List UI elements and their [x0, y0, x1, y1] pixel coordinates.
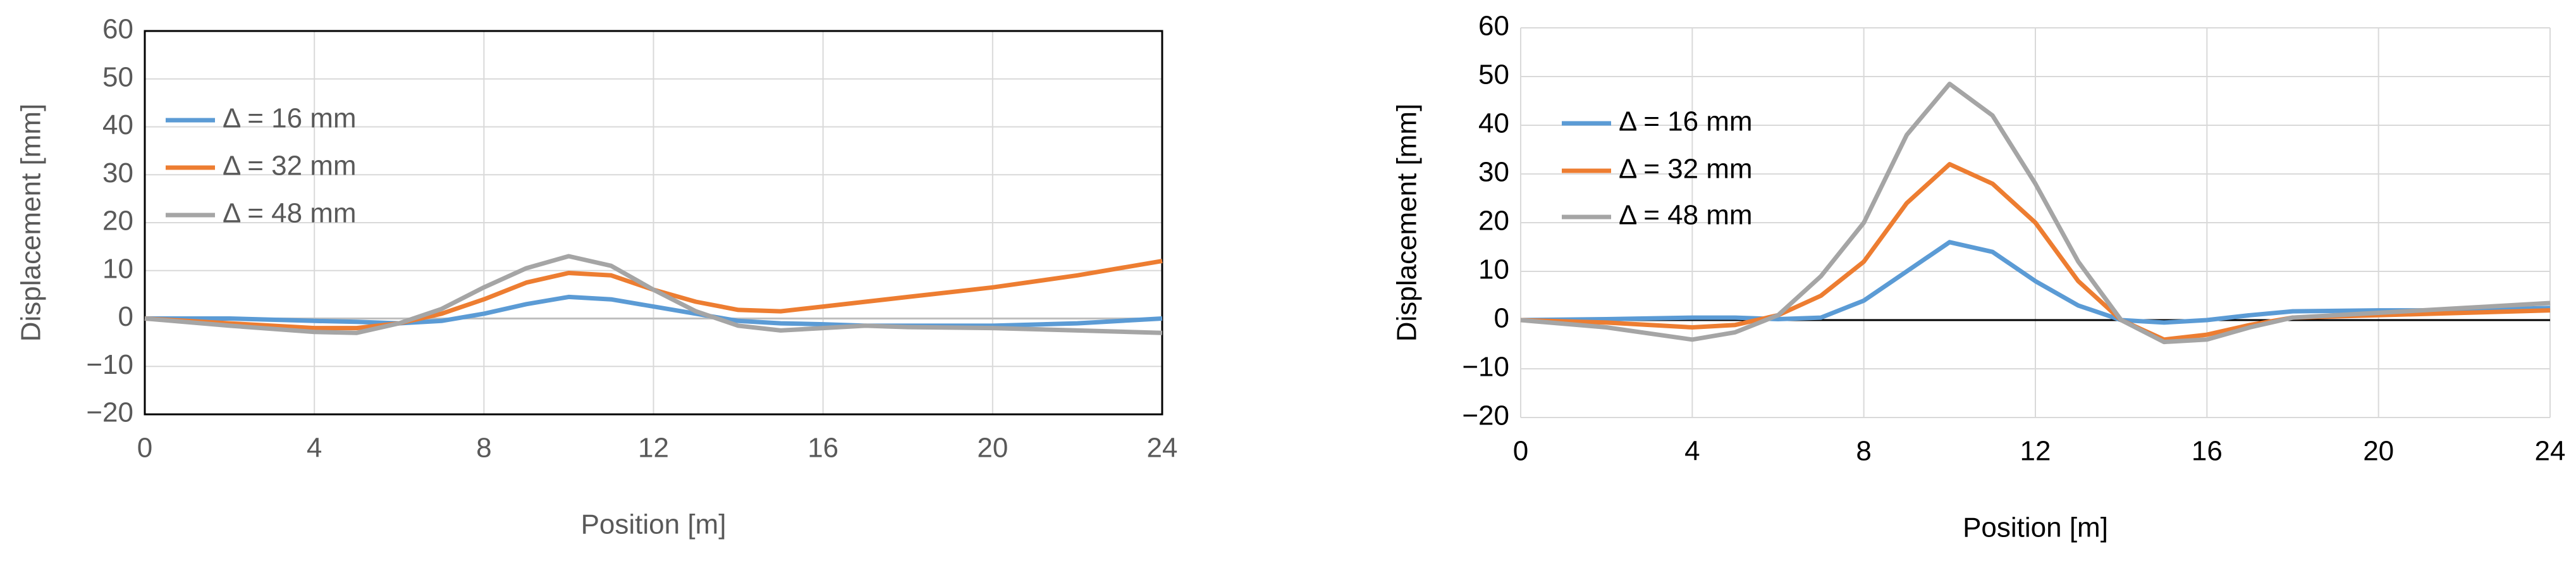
y-tick-label: 50 [1478, 59, 1509, 90]
y-tick-label: 60 [1478, 11, 1509, 42]
legend-label: Δ = 48 mm [223, 198, 357, 229]
x-tick-label: 24 [1147, 433, 1178, 464]
series-line [1520, 240, 2551, 325]
y-tick-label: 30 [102, 158, 133, 189]
x-tick-label: 0 [137, 433, 152, 464]
y-tick-label: −20 [86, 397, 133, 428]
x-tick-label: 24 [2535, 436, 2566, 467]
y-tick-label: 0 [118, 301, 133, 332]
x-tick-label: 4 [1684, 436, 1700, 467]
x-tick-label: 4 [307, 433, 322, 464]
y-axis-label: Displacement [mm] [1392, 104, 1423, 342]
legend-label: Δ = 32 mm [223, 151, 357, 182]
y-tick-label: 40 [102, 109, 133, 140]
series-line [1520, 82, 2551, 345]
x-tick-label: 0 [1513, 436, 1528, 467]
y-axis-label: Displacement [mm] [16, 104, 47, 342]
x-tick-label: 8 [476, 433, 491, 464]
legend-label: Δ = 32 mm [1619, 154, 1753, 185]
y-tick-label: 10 [1478, 254, 1509, 285]
y-tick-label: 0 [1494, 303, 1509, 334]
y-tick-label: 60 [102, 14, 133, 45]
x-axis-label: Position [m] [581, 509, 727, 540]
y-tick-label: 50 [102, 61, 133, 92]
y-tick-label: 40 [1478, 108, 1509, 139]
x-tick-label: 12 [638, 433, 669, 464]
series-line [144, 254, 1163, 335]
y-tick-label: 20 [1478, 206, 1509, 237]
x-tick-label: 20 [2363, 436, 2394, 467]
x-tick-label: 20 [977, 433, 1008, 464]
plot-border [144, 30, 1163, 416]
x-axis-label: Position [m] [1963, 512, 2108, 543]
y-tick-label: 20 [102, 206, 133, 237]
series-line [144, 259, 1163, 331]
y-tick-label: −20 [1462, 400, 1509, 431]
legend-label: Δ = 16 mm [223, 103, 357, 134]
x-tick-label: 16 [2192, 436, 2223, 467]
y-tick-label: −10 [86, 349, 133, 380]
y-tick-label: 10 [102, 253, 133, 284]
x-tick-label: 8 [1856, 436, 1871, 467]
y-tick-label: 30 [1478, 157, 1509, 188]
x-tick-label: 12 [2020, 436, 2051, 467]
y-tick-label: −10 [1462, 352, 1509, 383]
legend-label: Δ = 48 mm [1619, 200, 1753, 231]
x-tick-label: 16 [807, 433, 838, 464]
legend-label: Δ = 16 mm [1619, 106, 1753, 137]
